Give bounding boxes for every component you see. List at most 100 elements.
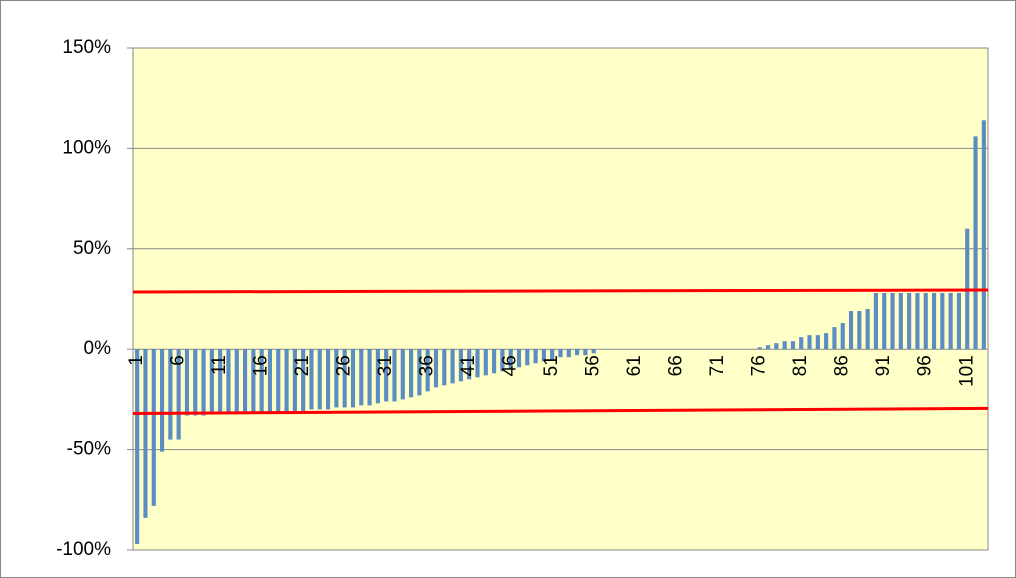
bar: [832, 327, 837, 350]
bar: [267, 349, 273, 412]
bar: [325, 349, 331, 410]
bar: [201, 349, 206, 416]
y-tick-label: -50%: [67, 439, 111, 460]
bar: [301, 349, 306, 412]
bar: [973, 136, 978, 350]
bar: [400, 349, 405, 400]
x-tick-label: 36: [417, 355, 438, 376]
x-tick-label: 41: [458, 355, 479, 376]
bar: [566, 349, 571, 358]
bar: [948, 292, 953, 350]
bar: [516, 349, 522, 368]
bar: [218, 349, 223, 414]
y-tick-label: 50%: [73, 238, 111, 259]
bar: [193, 349, 198, 416]
bar: [757, 347, 762, 350]
bar: [865, 309, 870, 350]
bar: [525, 349, 530, 366]
bar: [873, 292, 879, 350]
x-tick-label: 81: [790, 355, 811, 376]
x-tick-label: 76: [749, 355, 770, 376]
y-tick-label: 150%: [62, 37, 111, 58]
bar: [981, 120, 986, 350]
bar: [840, 323, 845, 350]
bar: [458, 349, 463, 382]
bar: [176, 349, 181, 440]
bar: [898, 292, 903, 350]
bar: [591, 349, 596, 354]
bar: [384, 349, 389, 402]
y-tick-label: 100%: [62, 137, 111, 158]
bar: [143, 349, 148, 518]
bar: [790, 341, 796, 350]
reference-line: [132, 406, 989, 415]
x-tick-label: 21: [292, 355, 313, 376]
y-tick-label: 0%: [84, 338, 112, 359]
bar: [184, 349, 190, 416]
bar: [492, 349, 497, 374]
bar: [350, 349, 356, 408]
x-tick-label: 16: [251, 355, 272, 376]
bar: [533, 349, 538, 364]
bar: [575, 349, 580, 356]
bar: [848, 311, 854, 350]
bar: [442, 349, 447, 386]
bar: [284, 349, 289, 412]
bar: [151, 349, 156, 506]
x-tick-label: 31: [375, 355, 396, 376]
x-tick-label: 26: [334, 355, 355, 376]
x-tick-label: 66: [666, 355, 687, 376]
bar: [923, 292, 928, 350]
bar: [309, 349, 314, 410]
x-tick-label: 1: [126, 355, 147, 366]
bar: [417, 349, 422, 396]
bar: [135, 349, 140, 544]
bar: [508, 349, 513, 370]
bar: [209, 349, 214, 414]
bar: [931, 292, 937, 350]
y-tick-label: -100%: [56, 539, 111, 560]
bar: [882, 292, 887, 350]
x-tick-label: 46: [500, 355, 521, 376]
bar: [259, 349, 264, 414]
x-tick-label: 6: [168, 355, 189, 366]
x-tick-label: 86: [832, 355, 853, 376]
bar: [550, 349, 555, 360]
bar: [392, 349, 397, 402]
bar: [824, 333, 829, 350]
bar: [782, 341, 787, 350]
bar: [857, 311, 862, 350]
x-tick-label: 11: [209, 355, 230, 375]
bar: [890, 292, 895, 350]
bar: [234, 349, 239, 414]
bar: [367, 349, 372, 406]
bar: [774, 343, 779, 350]
reference-line: [132, 288, 989, 294]
bar: [292, 349, 297, 412]
bar: [251, 349, 256, 414]
x-tick-label: 71: [707, 355, 728, 376]
bar: [359, 349, 364, 406]
x-tick-label: 56: [583, 355, 604, 376]
bar: [409, 349, 414, 398]
bar: [915, 292, 920, 350]
bar: [276, 349, 281, 412]
bar: [334, 349, 339, 408]
bar: [168, 349, 173, 440]
x-tick-label: 91: [873, 355, 894, 376]
bar: [815, 335, 820, 350]
bar: [500, 349, 505, 372]
bar: [433, 349, 439, 388]
bar: [475, 349, 480, 378]
x-tick-label: 96: [915, 355, 936, 376]
bar: [799, 337, 804, 350]
bar: [375, 349, 380, 404]
bar: [450, 349, 455, 384]
bar: [467, 349, 472, 380]
bar: [807, 335, 812, 350]
bar: [483, 349, 488, 376]
bar: [907, 292, 912, 350]
bar: [940, 292, 945, 350]
bar: [342, 349, 347, 408]
